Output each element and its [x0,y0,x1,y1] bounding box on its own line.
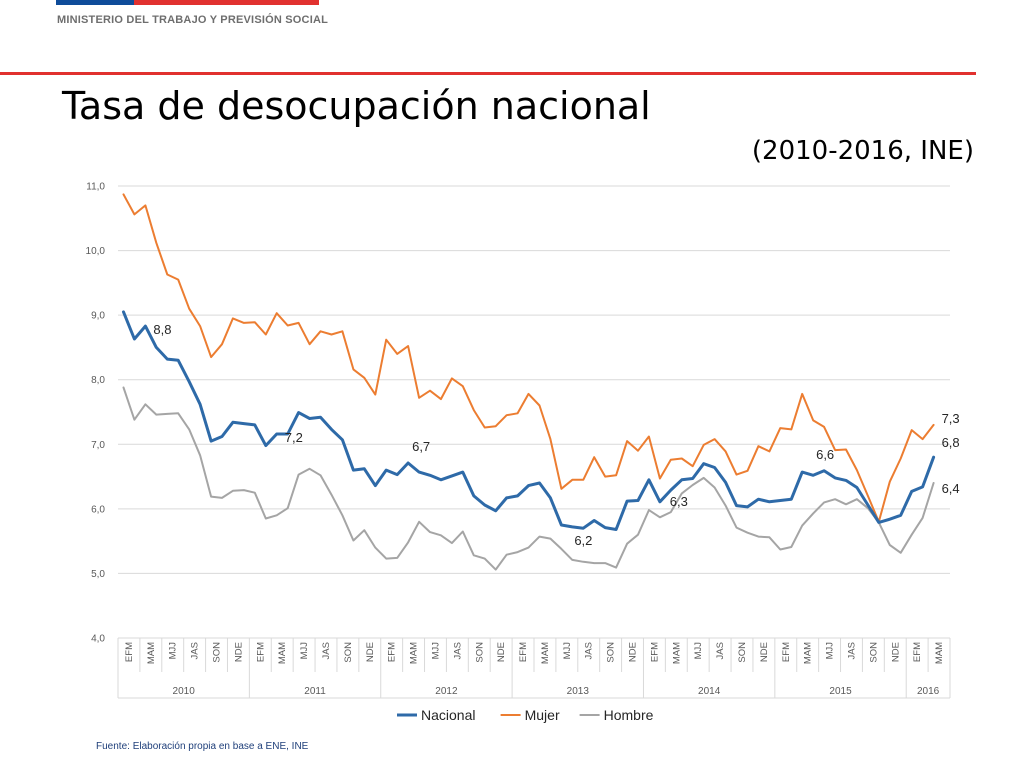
x-tick-label: MJJ [825,642,836,660]
x-tick-label: MJJ [299,642,310,660]
data-label: 6,6 [816,447,834,462]
x-tick-label: NDE [759,642,770,662]
series-line-mujer [122,193,935,523]
year-label: 2015 [829,686,852,697]
y-tick-label: 11,0 [86,182,105,193]
grid-lines [118,185,950,639]
x-tick-label: MAM [934,642,945,664]
x-tick-label: EFM [518,642,529,662]
ministry-flag-bar [56,0,319,5]
x-tick-label: NDE [365,642,376,662]
x-tick-label: NDE [233,642,244,662]
x-tick-label: JAS [321,642,332,659]
series-lines [122,193,936,571]
x-tick-label: MAM [803,642,814,664]
y-tick-label: 4,0 [91,634,105,645]
x-tick-label: MAM [146,642,157,664]
x-tick-label: MAM [540,642,551,664]
data-label: 7,3 [942,411,960,426]
year-label: 2014 [698,686,721,697]
y-axis-ticks: 4,0 5,0 6,0 7,0 8,0 9,0 10,0 11,0 [86,182,106,645]
source-note: Fuente: Elaboración propia en base a ENE… [96,741,309,752]
x-tick-label: MJJ [693,642,704,660]
x-tick-label: NDE [890,642,901,662]
y-tick-label: 9,0 [91,311,105,322]
year-label: 2013 [567,686,590,697]
legend-label-nacional: Nacional [421,707,475,723]
data-label: 6,2 [574,533,592,548]
y-tick-label: 6,0 [91,504,105,515]
year-label: 2016 [917,686,940,697]
page-title: Tasa de desocupación nacional [62,84,651,128]
x-tick-label: EFM [387,642,398,662]
ministry-name: MINISTERIO DEL TRABAJO Y PREVISIÓN SOCIA… [57,14,329,26]
data-label: 6,3 [670,494,688,509]
year-label: 2010 [173,686,196,697]
data-label: 6,8 [942,435,960,450]
legend-label-hombre: Hombre [604,707,654,723]
series-line-nacional [122,310,936,531]
x-tick-label: JAS [584,642,595,659]
x-tick-label: SON [737,642,748,663]
x-tick-label: MJJ [168,642,179,660]
year-label: 2011 [304,686,326,697]
x-tick-label: SON [474,642,485,663]
x-tick-label: EFM [124,642,135,662]
x-tick-label: EFM [649,642,660,662]
x-tick-label: MJJ [562,642,573,660]
y-tick-label: 10,0 [86,246,106,257]
data-label: 8,8 [153,322,171,337]
x-tick-label: JAS [846,642,857,659]
x-tick-label: MAM [671,642,682,664]
legend: Nacional Mujer Hombre [397,707,654,723]
x-tick-label: SON [212,642,223,663]
x-tick-label: SON [343,642,354,663]
x-tick-label: SON [868,642,879,663]
page-subtitle: (2010-2016, INE) [751,136,974,166]
series-line-hombre [122,386,935,571]
year-label: 2012 [435,686,458,697]
x-tick-label: EFM [912,642,923,662]
y-tick-label: 7,0 [91,440,105,451]
x-tick-label: JAS [190,642,201,659]
header-divider [0,72,976,75]
data-label: 6,7 [412,439,430,454]
x-tick-label: JAS [715,642,726,659]
flag-red-stripe [134,0,319,5]
x-tick-label: EFM [255,642,266,662]
x-tick-label: EFM [781,642,792,662]
x-tick-label: JAS [452,642,463,659]
data-label: 7,2 [285,430,303,445]
flag-blue-stripe [56,0,134,5]
x-tick-label: MJJ [430,642,441,660]
x-tick-label: NDE [628,642,639,662]
y-tick-label: 8,0 [91,375,105,386]
x-tick-label: MAM [277,642,288,664]
unemployment-chart: 4,0 5,0 6,0 7,0 8,0 9,0 10,0 11,0 EFM MAM MJJ JAS S… [60,170,970,741]
x-tick-label: SON [606,642,617,663]
x-tick-label: MAM [409,642,420,664]
chart-svg: 4,0 5,0 6,0 7,0 8,0 9,0 10,0 11,0 EFM MAM MJJ JAS S… [86,182,960,724]
y-tick-label: 5,0 [91,569,105,580]
data-label: 6,4 [942,481,960,496]
x-tick-label: NDE [496,642,507,662]
data-labels: 8,8 7,2 6,7 6,2 6,3 6,6 7,3 6,8 6,4 [153,322,959,548]
legend-label-mujer: Mujer [525,707,560,723]
x-axis: EFM MAM MJJ JAS SON NDE EFM MAM MJJ JAS SON NDE EFM M… [117,637,951,699]
